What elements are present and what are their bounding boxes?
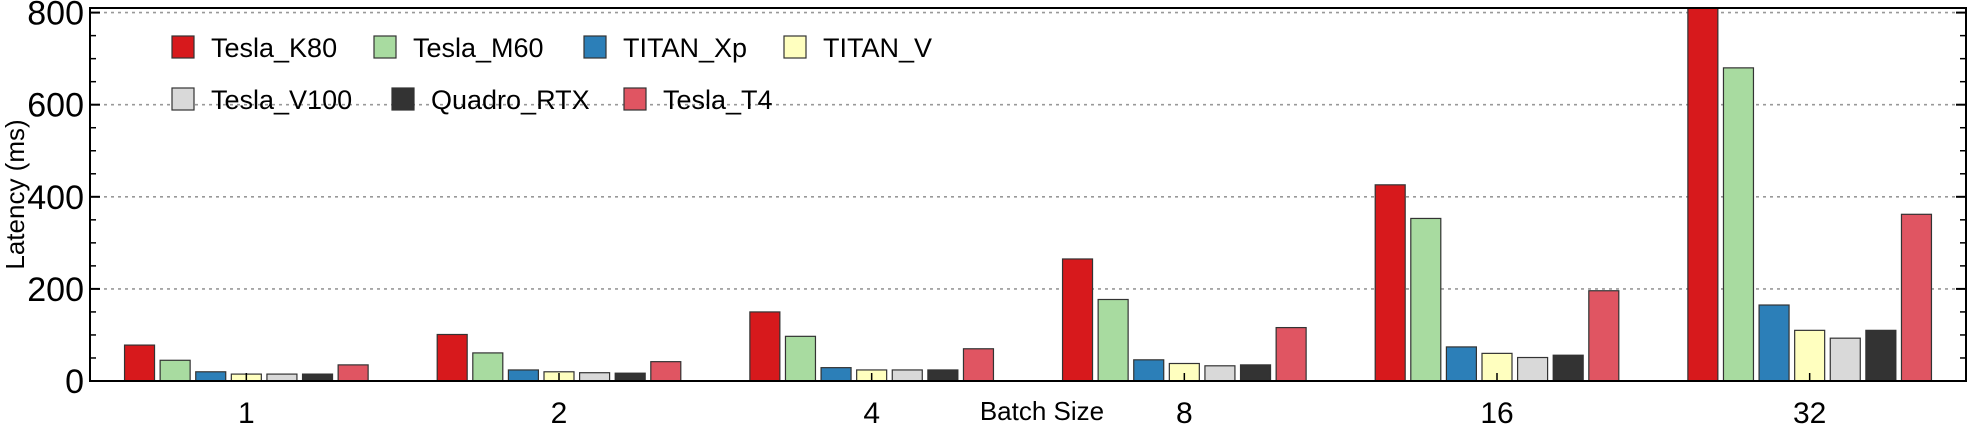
y-axis-label: Latency (ms) [0,119,30,269]
legend-swatch-titan-xp [583,35,607,59]
bar-tesla-k80-batch-16 [1374,184,1406,382]
bars [123,7,1933,382]
bar-quadro-rtx-batch-8 [1239,364,1272,382]
bar-tesla-m60-batch-8 [1097,298,1129,382]
legend-swatch-quadro-rtx [391,87,415,111]
legend: Tesla_K80 Tesla_M60 TITAN_Xp TITAN_V Tesla_V… [171,33,932,115]
bar-titan-v-batch-32 [1794,329,1826,382]
legend-swatch-tesla-t4 [623,87,647,111]
legend-label-titan-xp: TITAN_Xp [623,33,747,63]
x-tick-label: 1 [238,397,255,429]
bar-quadro-rtx-batch-16 [1552,354,1584,382]
bar-tesla-t4-batch-8 [1275,326,1307,382]
x-axis-ticks: 1 2 4 8 16 32 [238,373,1826,429]
bar-quadro-rtx-batch-2 [614,372,646,382]
bar-tesla-v100-batch-4 [891,369,923,382]
y-tick-label: 0 [65,363,84,401]
bar-tesla-v100-batch-2 [578,372,611,382]
y-axis-ticks: 0 200 400 600 800 [27,0,1966,401]
bar-quadro-rtx-batch-32 [1865,329,1897,382]
bar-tesla-k80-batch-2 [436,333,468,382]
bar-quadro-rtx-batch-1 [301,373,334,382]
legend-label-quadro-rtx: Quadro_RTX [431,85,590,115]
bar-titan-xp-batch-16 [1445,346,1478,382]
bar-tesla-k80-batch-32 [1687,7,1719,382]
bar-titan-xp-batch-4 [820,367,852,382]
legend-label-tesla-v100: Tesla_V100 [211,85,352,115]
bar-tesla-m60-batch-1 [159,359,191,382]
bar-titan-xp-batch-2 [507,369,539,382]
legend-swatch-tesla-v100 [171,87,195,111]
x-tick-label: 8 [1176,397,1193,429]
x-tick-label: 16 [1480,397,1513,429]
y-tick-label: 200 [27,271,84,309]
bar-tesla-t4-batch-2 [650,361,682,382]
bar-tesla-k80-batch-8 [1061,258,1094,382]
bar-tesla-v100-batch-1 [266,373,298,382]
y-tick-label: 600 [27,87,84,125]
bar-tesla-v100-batch-32 [1829,337,1861,382]
x-tick-label: 4 [863,397,880,429]
bar-tesla-m60-batch-32 [1722,67,1755,382]
bar-titan-xp-batch-8 [1133,359,1165,382]
bar-tesla-t4-batch-1 [337,364,369,382]
gridlines [90,11,1966,290]
bar-tesla-m60-batch-4 [784,335,817,382]
y-tick-label: 400 [27,179,84,217]
bar-tesla-t4-batch-32 [1900,213,1933,382]
bar-tesla-v100-batch-8 [1204,365,1236,382]
legend-swatch-tesla-k80 [171,35,195,59]
legend-swatch-titan-v [783,35,807,59]
bar-quadro-rtx-batch-4 [927,369,959,382]
x-axis-label: Batch Size [980,396,1104,426]
legend-label-tesla-k80: Tesla_K80 [211,33,337,63]
bar-tesla-k80-batch-1 [123,344,156,382]
legend-swatch-tesla-m60 [373,35,397,59]
legend-label-tesla-m60: Tesla_M60 [413,33,544,63]
bar-tesla-m60-batch-2 [472,352,504,382]
x-tick-label: 32 [1793,397,1826,429]
bar-titan-xp-batch-1 [195,371,227,382]
x-tick-label: 2 [551,397,568,429]
bar-titan-xp-batch-32 [1758,304,1790,382]
y-tick-label: 800 [27,0,84,33]
bar-tesla-t4-batch-16 [1588,290,1620,382]
bar-tesla-t4-batch-4 [962,348,995,382]
legend-label-tesla-t4: Tesla_T4 [663,85,773,115]
legend-label-titan-v: TITAN_V [823,33,932,63]
plot-frame [89,7,1967,382]
bar-tesla-k80-batch-4 [749,311,781,382]
bar-tesla-v100-batch-16 [1516,356,1549,382]
bar-tesla-m60-batch-16 [1410,217,1442,382]
